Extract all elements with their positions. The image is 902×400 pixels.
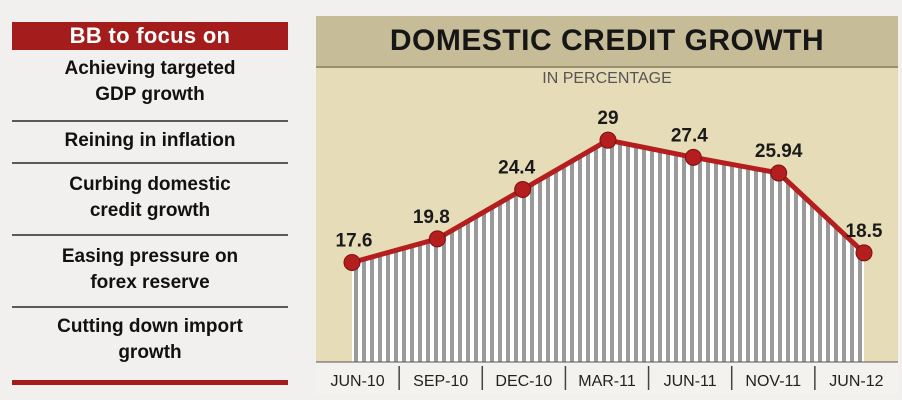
focus-item-5-line2: growth	[118, 342, 182, 363]
x-tick-label: SEP-10	[413, 373, 468, 390]
focus-item-4-line1: Easing pressure on	[61, 246, 239, 267]
y-axis-label: IN PERCENTAGE	[542, 70, 672, 87]
x-tick-label: DEC-10	[495, 373, 552, 390]
focus-header: BB to focus on	[12, 22, 288, 50]
divider	[12, 162, 288, 164]
data-label: 25.94	[755, 141, 803, 162]
focus-item-2: Reining in inflation	[12, 128, 288, 154]
line-chart: 17.6 19.8 24.4 29 27.4 25.94 18.5 JUN-10 SEP-10 D…	[316, 108, 898, 390]
bottom-accent-bar	[12, 380, 288, 385]
x-tick-label: NOV-11	[745, 373, 801, 390]
x-tick-label: JUN-12	[829, 373, 883, 390]
data-label: 18.5	[846, 221, 883, 242]
focus-item-1-line2: GDP growth	[95, 84, 205, 105]
x-axis-band	[316, 362, 898, 394]
data-label: 24.4	[498, 158, 535, 179]
focus-item-5: Cutting down import growth	[12, 314, 288, 366]
divider	[12, 234, 288, 236]
focus-item-4: Easing pressure on forex reserve	[12, 244, 288, 296]
focus-panel: BB to focus on Achieving targeted GDP gr…	[12, 22, 288, 390]
data-point	[428, 230, 446, 248]
x-tick-label: JUN-10	[330, 373, 384, 390]
data-label: 27.4	[671, 125, 708, 146]
focus-item-2-line1: Reining in inflation	[64, 130, 236, 151]
focus-item-4-line2: forex reserve	[90, 272, 210, 293]
focus-item-1: Achieving targeted GDP growth	[12, 56, 288, 108]
data-point	[343, 253, 361, 271]
divider	[12, 306, 288, 308]
data-label: 19.8	[413, 207, 450, 228]
data-point	[684, 148, 702, 166]
chart-title: DOMESTIC CREDIT GROWTH	[389, 24, 825, 57]
focus-item-5-line1: Cutting down import	[57, 316, 243, 337]
data-point	[599, 131, 617, 149]
chart-panel: DOMESTIC CREDIT GROWTH IN PERCENTAGE 17.…	[316, 16, 898, 394]
x-tick-label: JUN-11	[664, 373, 717, 390]
focus-item-3: Curbing domestic credit growth	[12, 172, 288, 224]
focus-item-3-line2: credit growth	[89, 200, 211, 221]
data-point	[514, 181, 532, 199]
data-label: 17.6	[336, 230, 373, 251]
x-tick-label: MAR-11	[578, 373, 636, 390]
data-point	[855, 244, 873, 262]
focus-item-3-line1: Curbing domestic	[69, 174, 231, 195]
data-point	[770, 164, 788, 182]
focus-item-1-line1: Achieving targeted	[64, 58, 236, 79]
chart-title-box	[316, 16, 898, 68]
divider	[12, 120, 288, 122]
data-label: 29	[597, 108, 618, 129]
